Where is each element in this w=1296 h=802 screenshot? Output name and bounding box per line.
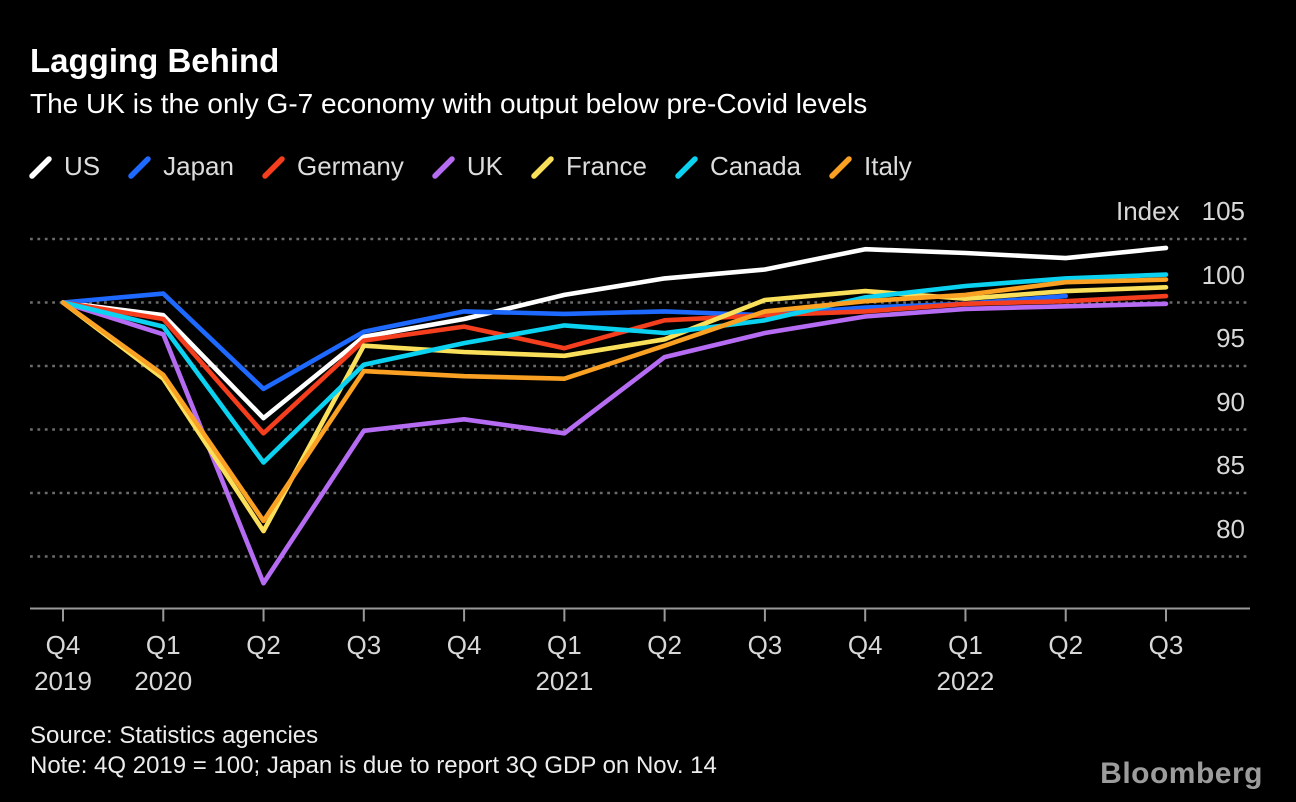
legend-label: UK: [466, 151, 504, 181]
x-tick-label-year-2022: 2022: [936, 666, 995, 696]
legend-swatch-stroke: [29, 155, 52, 179]
legend-label: Japan: [163, 151, 234, 181]
y-tick-label-85: 85: [1050, 452, 1245, 478]
legend-swatch-stroke: [531, 155, 554, 179]
x-tick-label-quarter-2: Q2: [246, 630, 281, 660]
legend-swatch-stroke: [128, 155, 151, 179]
legend-line-swatch-icon: [675, 155, 698, 179]
series-line-france: [60, 284, 1169, 534]
legend-item-japan: Japan: [127, 151, 234, 182]
y-axis-unit-label: Index: [1116, 196, 1180, 226]
legend-item-france: France: [530, 151, 647, 182]
legend-label: US: [64, 151, 101, 181]
y-tick-value: 100: [1201, 259, 1245, 290]
y-tick-label-90: 90: [1050, 389, 1245, 415]
x-tick-label-quarter-9: Q1: [948, 630, 983, 660]
x-tick-label-quarter-0: Q4: [45, 630, 81, 660]
source-text: Source: Statistics agencies: [30, 722, 319, 749]
chart-subtitle: The UK is the only G-7 economy with outp…: [30, 88, 868, 119]
legend-swatch-stroke: [262, 155, 285, 179]
y-tick-value: 80: [1216, 513, 1245, 544]
legend: US Japan Germany UK France Canada Italy: [28, 151, 912, 182]
legend-line-swatch-icon: [262, 155, 285, 179]
series-line-us: [60, 245, 1169, 421]
bloomberg-logo: Bloomberg: [1100, 757, 1263, 790]
x-tick-label-quarter-11: Q3: [1148, 630, 1184, 660]
chart-title: Lagging Behind: [30, 42, 280, 79]
legend-label: Italy: [864, 151, 912, 181]
y-tick-value: 95: [1216, 323, 1245, 353]
x-tick-label-year-2019: 2019: [34, 666, 92, 696]
legend-label: Canada: [709, 151, 802, 181]
legend-line-swatch-icon: [829, 155, 852, 179]
legend-item-canada: Canada: [674, 151, 801, 182]
y-tick-value: 105: [1201, 196, 1245, 226]
x-tick-label-quarter-6: Q2: [647, 630, 682, 660]
series-line-uk: [60, 300, 1169, 586]
x-tick-label-year-2020: 2020: [134, 666, 193, 696]
legend-label: Germany: [296, 151, 404, 181]
x-tick-label-quarter-3: Q3: [346, 630, 382, 660]
series-line-italy: [60, 277, 1169, 524]
legend-line-swatch-icon: [128, 155, 151, 179]
legend-label: France: [566, 151, 647, 181]
x-tick-label-quarter-4: Q4: [446, 630, 482, 660]
legend-line-swatch-icon: [432, 155, 455, 179]
x-tick-label-year-2021: 2021: [535, 666, 594, 696]
legend-swatch-stroke: [432, 155, 455, 179]
x-tick-label-quarter-8: Q4: [847, 630, 883, 660]
series-line-japan: [60, 291, 1068, 392]
series-line-canada: [60, 272, 1169, 465]
legend-item-uk: UK: [431, 151, 503, 182]
legend-item-us: US: [28, 151, 100, 182]
x-tick-label-quarter-5: Q1: [547, 630, 582, 660]
x-tick-label-quarter-1: Q1: [145, 630, 181, 660]
legend-swatch-stroke: [829, 155, 852, 179]
legend-line-swatch-icon: [531, 155, 554, 179]
y-tick-value: 90: [1216, 386, 1245, 417]
note-text: Note: 4Q 2019 = 100; Japan is due to rep…: [30, 752, 717, 779]
legend-line-swatch-icon: [29, 155, 52, 179]
legend-item-germany: Germany: [261, 151, 404, 182]
legend-item-italy: Italy: [828, 151, 912, 182]
y-tick-label-95: 95: [1050, 325, 1245, 351]
series-line-germany: [60, 293, 1169, 436]
x-tick-label-quarter-10: Q2: [1048, 630, 1084, 660]
x-tick-label-quarter-7: Q3: [747, 630, 783, 660]
legend-swatch-stroke: [675, 155, 698, 179]
y-tick-label-100: 100: [1050, 262, 1245, 288]
y-tick-label-105: Index 105: [1050, 198, 1245, 224]
y-tick-label-80: 80: [1050, 516, 1245, 542]
y-tick-value: 85: [1216, 450, 1245, 480]
